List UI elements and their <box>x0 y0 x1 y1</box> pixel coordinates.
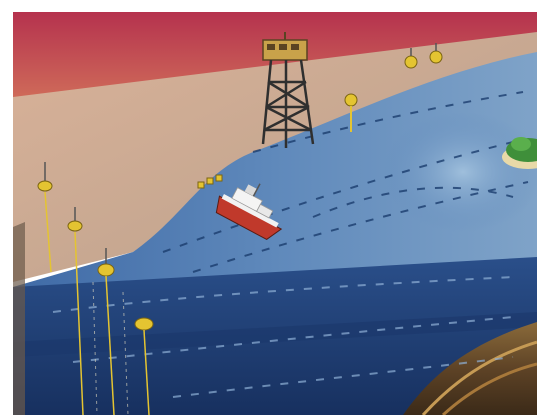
sea-surface <box>13 52 537 302</box>
buoy-icon <box>344 93 358 132</box>
research-ship-icon <box>215 183 283 240</box>
buoy-icon <box>67 207 84 415</box>
drifter-markers <box>197 174 223 189</box>
island-icon <box>502 137 537 169</box>
thermocline-layer <box>13 312 537 357</box>
scene-illustration <box>13 12 537 415</box>
buoy-icon <box>429 43 443 64</box>
cross-section-edge <box>13 222 25 415</box>
buoy-icon <box>134 317 154 415</box>
seabed <box>403 322 537 415</box>
ocean-scene <box>13 12 537 415</box>
mooring-lines <box>92 281 129 415</box>
buoy-icon <box>97 248 115 415</box>
buoy-icon <box>404 48 418 69</box>
surface-current-lines <box>162 91 529 273</box>
underwater-current-lines <box>52 276 514 398</box>
buoy-icon <box>37 162 53 273</box>
current-swirl <box>383 112 537 232</box>
seabed-stratum <box>441 362 537 415</box>
seabed-stratum <box>421 340 537 415</box>
offshore-platform-icon <box>261 32 315 148</box>
